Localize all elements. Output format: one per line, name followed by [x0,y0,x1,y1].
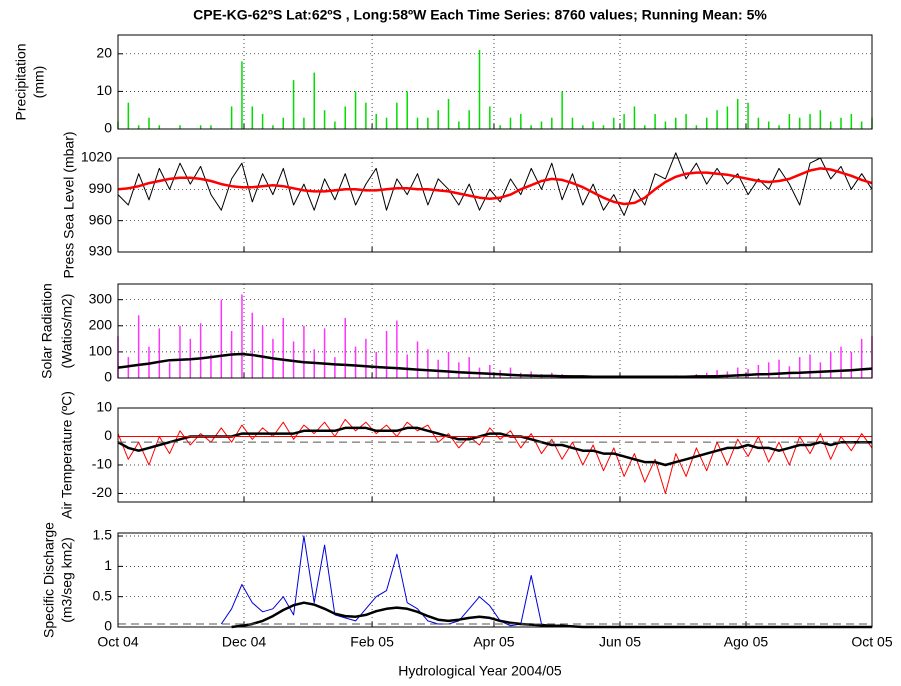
x-axis-label: Hydrological Year 2004/05 [398,663,562,679]
x-tick-label: Oct 05 [851,634,892,650]
y-tick-label: 100 [89,343,113,359]
x-tick-label: Apr 05 [473,634,514,650]
figure-title: CPE-KG-62ºS Lat:62ºS , Long:58ºW Each Ti… [193,7,767,23]
panel-frame [117,283,873,379]
series-line [117,152,873,216]
y-tick-label: 0 [104,369,112,385]
x-tick-label: Dec 04 [222,634,267,650]
running-mean-line [117,352,873,378]
y-axis-label: Press Sea Level (mbar) [61,131,77,278]
y-axis-label: Air Temperature (ºC) [59,391,75,519]
y-axis-label: Solar Radiation [39,283,55,379]
y-tick-label: 10 [96,399,112,415]
y-axis-label: (mm) [31,66,47,99]
y-tick-label: 1 [104,557,112,573]
y-tick-label: 200 [89,316,113,332]
running-mean-line [117,426,872,467]
y-axis-label: (Watios/m2) [59,294,75,369]
panel: 0 100 200 300 Solar Radiation (Watios/m2) [39,283,873,385]
y-tick-label: -10 [92,456,112,472]
x-tick-label: Feb 05 [350,634,394,650]
y-tick-label: 930 [89,243,113,259]
y-tick-label: 960 [89,211,113,227]
y-tick-label: 0 [104,120,112,136]
y-tick-label: 20 [96,45,112,61]
running-mean-line [117,167,873,206]
y-tick-label: -20 [92,484,112,500]
panel: Oct 04 Dec 04 Feb 05 Apr 05 Jun 05 Ago 05 Oct … [41,522,893,650]
y-axis-label: Precipitation [13,43,29,120]
panel: 0 10 20 Precipitation (mm) [13,34,873,136]
x-tick-label: Ago 05 [724,634,769,650]
y-tick-label: 990 [89,180,113,196]
y-tick-label: 0 [104,618,112,634]
panel-frame [117,407,873,503]
panel-frame [117,532,873,628]
panel-frame [117,34,873,130]
y-tick-label: 0 [104,427,112,443]
y-tick-label: 300 [89,290,113,306]
y-tick-label: 1020 [81,149,112,165]
y-axis-label: (m3/seg km2) [59,537,75,623]
y-tick-label: 0.5 [93,587,113,603]
y-axis-label: Specific Discharge [41,522,57,638]
x-tick-label: Jun 05 [599,634,641,650]
y-tick-label: 1.5 [93,527,113,543]
y-tick-label: 10 [96,82,112,98]
panel-frame [117,157,873,253]
panel: -20 -10 0 10 Air Temperature (ºC) [59,391,873,519]
x-tick-label: Oct 04 [97,634,138,650]
